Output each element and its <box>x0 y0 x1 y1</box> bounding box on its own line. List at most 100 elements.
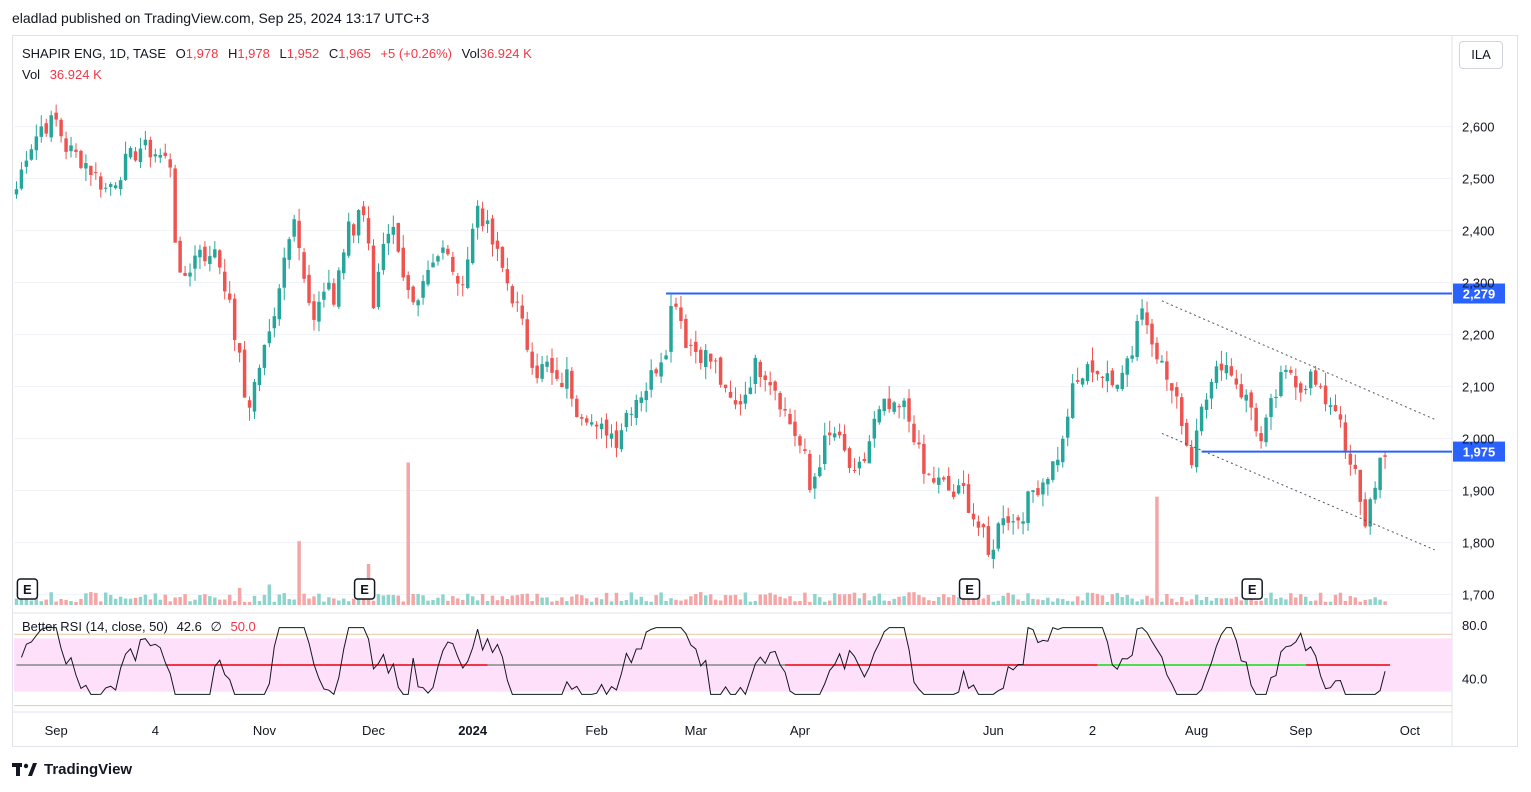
volume-bar <box>223 599 227 605</box>
candle <box>629 413 634 415</box>
candles <box>14 104 1387 569</box>
candle <box>1090 360 1095 373</box>
volume-bar <box>798 600 802 605</box>
volume-bar <box>183 594 187 605</box>
volume-bar <box>1323 601 1328 605</box>
candle <box>451 256 455 272</box>
candle <box>877 409 882 423</box>
volume-bar <box>198 595 202 605</box>
volume-bar <box>892 598 896 605</box>
candle <box>1155 342 1159 360</box>
candle <box>580 417 584 419</box>
volume-bar <box>1180 596 1184 605</box>
candle <box>699 349 703 364</box>
volume-bar <box>644 601 648 605</box>
candle <box>1011 521 1015 523</box>
candle <box>1368 499 1372 527</box>
candle <box>252 381 257 412</box>
candle <box>292 219 296 237</box>
candle <box>743 394 748 404</box>
time-tick-label: Oct <box>1400 723 1421 738</box>
volume-bar <box>188 601 192 605</box>
rsi-mid-value: 50.0 <box>230 619 256 634</box>
candle <box>426 269 430 285</box>
candle <box>1140 308 1144 320</box>
open-value: 1,978 <box>185 46 219 61</box>
volume-bar <box>1105 601 1110 605</box>
candle <box>163 152 167 156</box>
candle <box>401 247 405 278</box>
candle <box>708 353 713 362</box>
volume-bar <box>1051 601 1055 605</box>
candle <box>1373 487 1377 500</box>
volume-bar <box>103 592 108 605</box>
candle <box>857 461 862 469</box>
volume-bar <box>317 593 321 605</box>
candle <box>803 449 807 451</box>
candle <box>1189 446 1194 466</box>
volume-bar <box>148 599 153 605</box>
time-tick-label: 2 <box>1089 723 1096 738</box>
volume-bar <box>912 592 916 605</box>
candle <box>1328 405 1333 408</box>
candle <box>986 526 991 555</box>
rsi-pane: 40.0 80.0 <box>14 618 1487 707</box>
candle <box>937 477 941 485</box>
high-value: 1,978 <box>237 46 270 61</box>
candle <box>1224 365 1229 374</box>
volume-bar <box>837 594 842 605</box>
volume-bar <box>1135 601 1139 605</box>
candle <box>1006 516 1010 523</box>
candle <box>307 274 311 303</box>
candle <box>178 240 182 273</box>
volume-bar <box>1284 599 1288 605</box>
candle <box>237 343 242 353</box>
earnings-marker-label: E <box>1248 582 1257 597</box>
candle <box>827 432 832 436</box>
volume-bar <box>639 596 644 605</box>
candle <box>1244 394 1248 401</box>
candle <box>118 180 123 190</box>
candle <box>887 398 891 410</box>
rsi-name[interactable]: Better RSI (14, close, 50) <box>22 619 168 634</box>
time-tick-label: Dec <box>362 723 386 738</box>
volume-bar <box>252 595 257 605</box>
volume-bar <box>237 587 242 605</box>
price-tick-label: 2,200 <box>1462 328 1495 343</box>
footer-brand[interactable]: TradingView <box>12 761 132 778</box>
candle <box>153 154 158 157</box>
candle <box>1175 387 1179 397</box>
candle <box>342 252 346 274</box>
candle <box>89 165 93 176</box>
candle <box>976 521 981 528</box>
volume-bar <box>813 593 817 605</box>
time-tick-label: Nov <box>253 723 277 738</box>
candle <box>644 390 648 401</box>
volume-bar <box>178 597 182 605</box>
volume-bar <box>951 594 956 605</box>
volume-bar <box>342 598 346 605</box>
volume-bar <box>917 594 921 605</box>
candle <box>1130 355 1134 359</box>
symbol-name[interactable]: SHAPIR ENG, 1D, TASE <box>22 46 167 61</box>
volume-bar <box>1199 600 1204 605</box>
candle <box>723 384 728 389</box>
volume-bar <box>1125 594 1129 605</box>
candle <box>312 301 316 320</box>
currency-button[interactable]: ILA <box>1459 41 1503 69</box>
volume-bar <box>803 592 807 605</box>
candle <box>956 485 961 494</box>
volume-bar <box>1234 596 1239 605</box>
volume-bar <box>490 595 495 605</box>
volume-bar <box>1229 598 1234 605</box>
volume-bar <box>1209 600 1214 605</box>
candle <box>961 482 966 486</box>
candle <box>832 433 837 438</box>
candle <box>1036 488 1040 496</box>
volume-bar <box>1061 599 1065 605</box>
candle <box>257 367 262 386</box>
candle <box>852 469 857 471</box>
candle <box>604 419 609 436</box>
